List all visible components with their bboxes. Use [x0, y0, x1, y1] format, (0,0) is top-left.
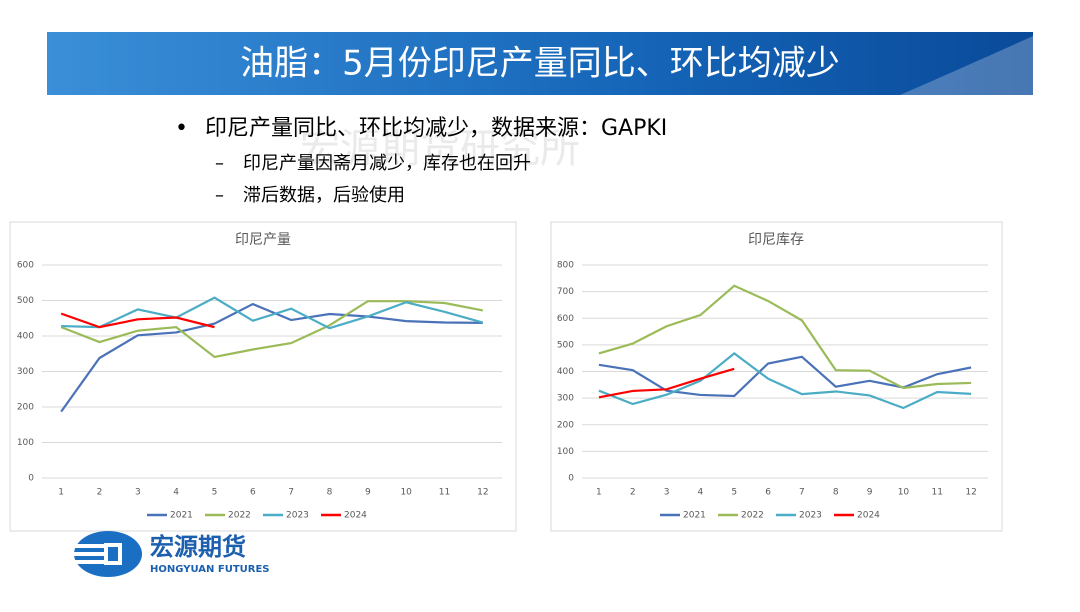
x-tick-label: 3 — [664, 488, 670, 498]
sub-bullet-dash: – — [215, 153, 224, 174]
x-tick-label: 3 — [135, 488, 141, 498]
chart-frame — [9, 221, 517, 532]
x-tick-label: 4 — [173, 488, 179, 498]
y-tick-label: 100 — [17, 438, 34, 448]
x-tick-label: 6 — [765, 488, 771, 498]
legend-label: 2024 — [344, 511, 367, 521]
chart-frame — [550, 221, 1003, 532]
legend-label: 2022 — [741, 511, 764, 521]
y-tick-label: 600 — [17, 261, 34, 271]
legend-label: 2024 — [857, 511, 880, 521]
x-tick-label: 5 — [212, 488, 218, 498]
x-tick-label: 11 — [932, 488, 943, 498]
logo-english: HONGYUAN FUTURES — [150, 564, 270, 575]
sub-bullet: 滞后数据，后验使用 — [243, 185, 405, 206]
x-tick-label: 5 — [731, 488, 737, 498]
bullet-dot: • — [175, 116, 188, 141]
logo-mark — [74, 531, 142, 577]
x-tick-label: 10 — [898, 488, 910, 498]
y-tick-label: 300 — [17, 367, 34, 377]
y-tick-label: 300 — [557, 394, 574, 404]
legend-label: 2023 — [286, 511, 309, 521]
series-line — [598, 284, 972, 390]
x-tick-label: 8 — [327, 488, 333, 498]
series-line — [598, 355, 972, 398]
y-tick-label: 800 — [557, 261, 574, 271]
x-tick-label: 9 — [365, 488, 371, 498]
y-tick-label: 400 — [557, 367, 574, 377]
watermark: 宏源期货研究所 — [300, 126, 580, 172]
chart-title: 印尼库存 — [748, 232, 804, 248]
bullet: 印尼产量同比、环比均减少，数据来源：GAPKI — [205, 116, 667, 141]
y-tick-label: 700 — [557, 287, 574, 297]
x-tick-label: 8 — [833, 488, 839, 498]
y-tick-label: 0 — [568, 474, 574, 484]
x-tick-label: 10 — [400, 488, 412, 498]
title-swoosh — [900, 36, 1033, 95]
x-tick-label: 9 — [867, 488, 873, 498]
legend-label: 2022 — [228, 511, 251, 521]
x-tick-label: 12 — [477, 488, 488, 498]
sub-bullet: 印尼产量因斋月减少，库存也在回升 — [243, 153, 531, 174]
x-tick-label: 12 — [965, 488, 976, 498]
y-tick-label: 400 — [17, 332, 34, 342]
x-tick-label: 2 — [630, 488, 636, 498]
series-line — [60, 302, 483, 413]
y-tick-label: 200 — [557, 420, 574, 430]
sub-bullet-dash: – — [215, 185, 224, 206]
x-tick-label: 4 — [698, 488, 704, 498]
y-tick-label: 500 — [17, 296, 34, 306]
series-line — [60, 312, 215, 329]
series-line — [598, 352, 972, 410]
x-tick-label: 7 — [288, 488, 294, 498]
title-bar — [47, 32, 1033, 95]
x-tick-label: 1 — [596, 488, 602, 498]
series-line — [61, 296, 484, 330]
x-tick-label: 7 — [799, 488, 805, 498]
y-tick-label: 500 — [557, 340, 574, 350]
x-tick-label: 2 — [97, 488, 103, 498]
legend-label: 2021 — [170, 511, 193, 521]
legend-label: 2023 — [799, 511, 822, 521]
x-tick-label: 1 — [58, 488, 64, 498]
x-tick-label: 11 — [439, 488, 450, 498]
y-tick-label: 100 — [557, 447, 574, 457]
series-line — [598, 367, 735, 399]
y-tick-label: 600 — [557, 314, 574, 324]
y-tick-label: 200 — [17, 403, 34, 413]
legend-label: 2021 — [683, 511, 706, 521]
slide-title: 油脂：5月份印尼产量同比、环比均减少 — [240, 44, 840, 84]
chart-title: 印尼产量 — [235, 232, 291, 248]
x-tick-label: 6 — [250, 488, 256, 498]
series-line — [60, 300, 484, 359]
y-tick-label: 0 — [28, 474, 34, 484]
logo-name: 宏源期货 — [150, 533, 246, 561]
